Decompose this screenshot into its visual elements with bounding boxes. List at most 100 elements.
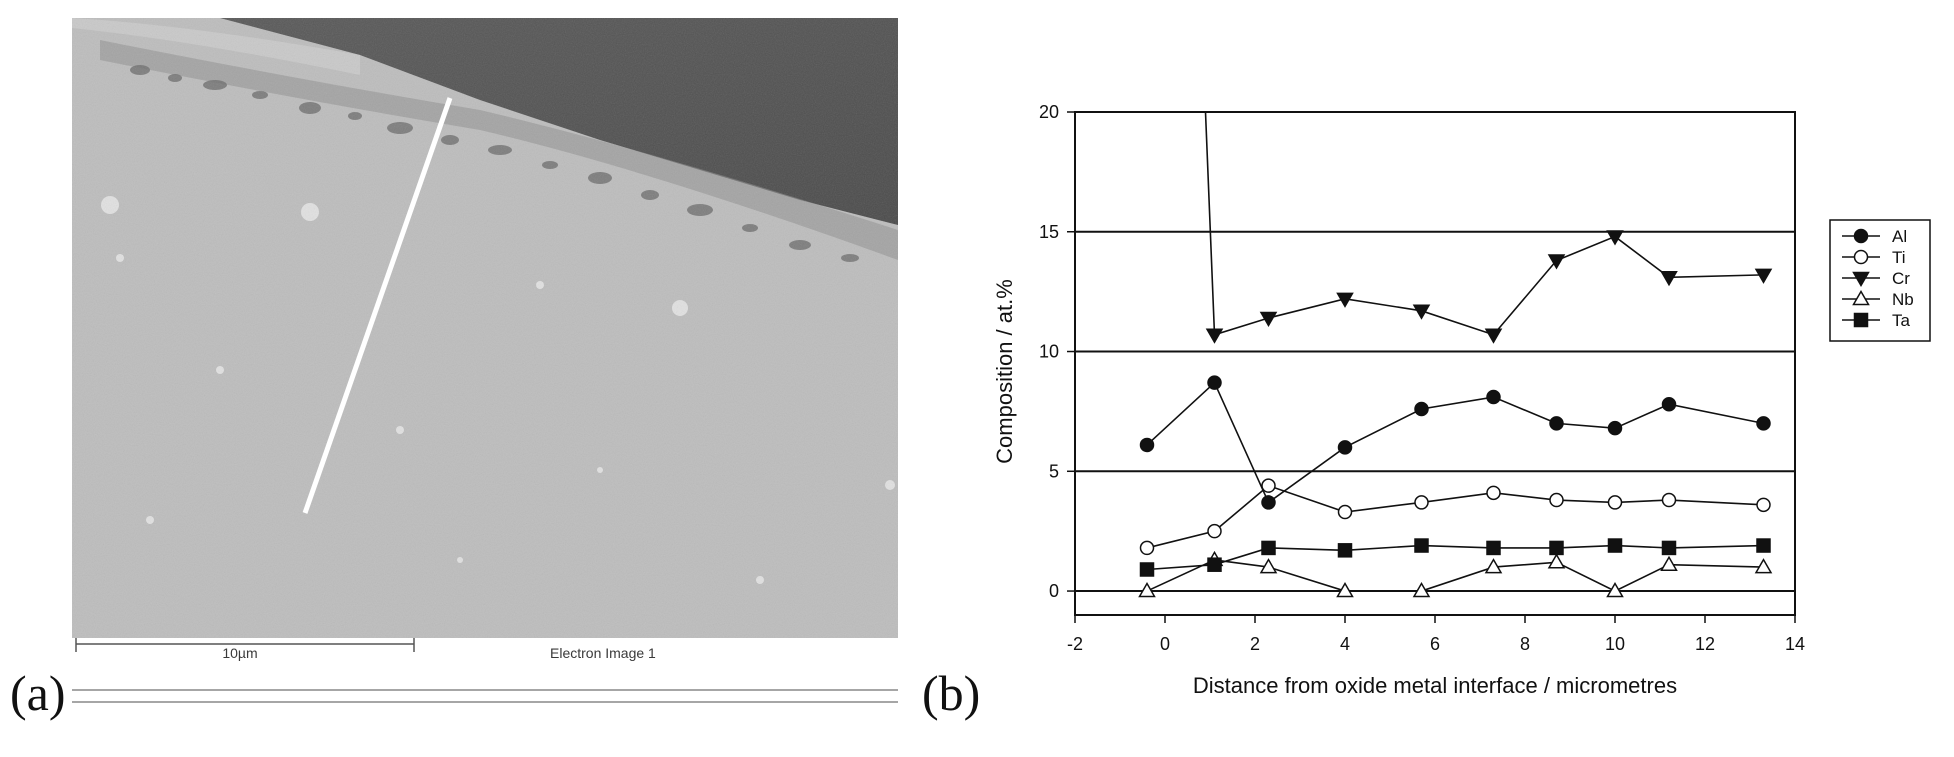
data-point-ti bbox=[1261, 478, 1276, 493]
series-cr bbox=[1204, 111, 1773, 344]
micrograph-label: Electron Image 1 bbox=[550, 645, 656, 661]
data-point-cr bbox=[1259, 311, 1278, 327]
data-point-ta bbox=[1661, 540, 1677, 556]
y-tick-label: 10 bbox=[1039, 342, 1059, 362]
legend-item-ti: Ti bbox=[1842, 248, 1906, 267]
series-ti bbox=[1139, 478, 1771, 556]
data-point-ti bbox=[1207, 523, 1222, 539]
data-point-cr bbox=[1205, 328, 1224, 344]
data-point-ta bbox=[1756, 538, 1771, 553]
x-tick-label: 10 bbox=[1605, 634, 1625, 654]
y-tick-label: 0 bbox=[1049, 581, 1059, 601]
data-point-cr bbox=[1660, 271, 1678, 287]
legend-label: Nb bbox=[1892, 290, 1914, 309]
data-point-ti bbox=[1549, 492, 1564, 508]
legend-label: Cr bbox=[1892, 269, 1910, 288]
legend-item-al: Al bbox=[1842, 227, 1907, 246]
x-axis-title: Distance from oxide metal interface / mi… bbox=[1193, 673, 1677, 698]
legend-swatch-marker bbox=[1853, 312, 1869, 328]
data-point-ta bbox=[1607, 538, 1623, 553]
data-point-nb bbox=[1484, 558, 1503, 574]
legend-item-cr: Cr bbox=[1842, 269, 1910, 288]
legend-label: Al bbox=[1892, 227, 1907, 246]
micrograph-panel: 10µm Electron Image 1 (a) bbox=[10, 18, 898, 721]
y-axis: 0 5 10 15 20 bbox=[1039, 102, 1075, 601]
y-axis-title: Composition / at.% bbox=[992, 279, 1017, 464]
composition-chart: (b) -2 0 2 4 6 8 10 12 14 0 5 10 15 20 Distance from… bbox=[922, 102, 1931, 721]
x-tick-label: -2 bbox=[1067, 634, 1083, 654]
x-tick-label: 12 bbox=[1695, 634, 1715, 654]
data-point-ti bbox=[1414, 495, 1429, 510]
legend-swatch-marker bbox=[1853, 249, 1869, 265]
series-line-al bbox=[1146, 381, 1764, 504]
x-tick-label: 0 bbox=[1160, 634, 1170, 654]
data-point-al bbox=[1207, 375, 1222, 390]
data-point-ti bbox=[1756, 497, 1771, 513]
data-point-cr bbox=[1336, 292, 1354, 308]
data-point-cr bbox=[1606, 230, 1624, 246]
data-point-ta bbox=[1261, 540, 1276, 556]
panel-a-letter: (a) bbox=[10, 665, 66, 721]
series-al bbox=[1139, 375, 1771, 510]
x-tick-label: 2 bbox=[1250, 634, 1260, 654]
legend-swatch-marker bbox=[1853, 228, 1869, 244]
data-point-ti bbox=[1139, 540, 1155, 556]
legend-swatch-marker bbox=[1852, 289, 1870, 306]
panel-b-letter: (b) bbox=[922, 665, 980, 721]
data-point-al bbox=[1756, 416, 1771, 431]
data-point-ti bbox=[1337, 504, 1353, 520]
series-line-ta bbox=[1146, 544, 1764, 571]
x-tick-label: 8 bbox=[1520, 634, 1530, 654]
series-line-cr bbox=[1204, 111, 1764, 336]
plot-gridlines bbox=[1075, 230, 1795, 593]
data-point-al bbox=[1261, 495, 1276, 510]
legend: Al Ti Cr Nb Ta bbox=[1829, 219, 1931, 342]
y-tick-label: 20 bbox=[1039, 102, 1059, 122]
data-point-ti bbox=[1486, 485, 1501, 501]
legend-box bbox=[1829, 219, 1931, 342]
data-point-nb bbox=[1259, 558, 1278, 574]
data-point-cr bbox=[1547, 254, 1566, 270]
series-ta bbox=[1139, 538, 1771, 577]
legend-item-ta: Ta bbox=[1842, 311, 1911, 330]
data-point-ti bbox=[1607, 495, 1623, 510]
data-point-ta bbox=[1207, 557, 1222, 572]
data-point-cr bbox=[1754, 268, 1773, 284]
data-point-al bbox=[1139, 437, 1155, 453]
data-point-cr bbox=[1412, 304, 1431, 320]
x-tick-label: 14 bbox=[1785, 634, 1805, 654]
y-tick-label: 5 bbox=[1049, 461, 1059, 481]
data-point-al bbox=[1549, 416, 1564, 431]
data-point-nb bbox=[1754, 558, 1773, 574]
data-point-al bbox=[1661, 396, 1677, 412]
data-point-nb bbox=[1547, 553, 1566, 569]
data-point-al bbox=[1607, 420, 1623, 436]
line-scan-path bbox=[302, 97, 453, 514]
data-point-ta bbox=[1139, 562, 1155, 577]
data-point-al bbox=[1337, 440, 1353, 455]
data-point-ta bbox=[1414, 538, 1429, 553]
data-point-al bbox=[1414, 401, 1429, 417]
y-tick-label: 15 bbox=[1039, 222, 1059, 242]
series-line-nb bbox=[1146, 559, 1764, 592]
legend-swatch-marker bbox=[1852, 271, 1870, 288]
data-point-ta bbox=[1337, 543, 1353, 558]
data-point-cr bbox=[1484, 328, 1503, 344]
x-tick-label: 4 bbox=[1340, 634, 1350, 654]
scale-bar-label: 10µm bbox=[222, 645, 257, 661]
data-point-ta bbox=[1486, 540, 1501, 556]
sem-micrograph bbox=[72, 18, 898, 638]
legend-item-nb: Nb bbox=[1842, 289, 1914, 309]
data-point-al bbox=[1486, 389, 1501, 405]
legend-label: Ti bbox=[1892, 248, 1906, 267]
data-point-nb bbox=[1660, 555, 1678, 571]
data-point-ta bbox=[1549, 540, 1564, 556]
x-tick-label: 6 bbox=[1430, 634, 1440, 654]
data-point-nb bbox=[1336, 582, 1354, 598]
data-point-ti bbox=[1661, 492, 1677, 508]
scale-bar bbox=[75, 638, 415, 652]
data-point-nb bbox=[1138, 582, 1156, 598]
x-axis: -2 0 2 4 6 8 10 12 14 bbox=[1067, 615, 1805, 654]
data-point-nb bbox=[1606, 582, 1624, 598]
